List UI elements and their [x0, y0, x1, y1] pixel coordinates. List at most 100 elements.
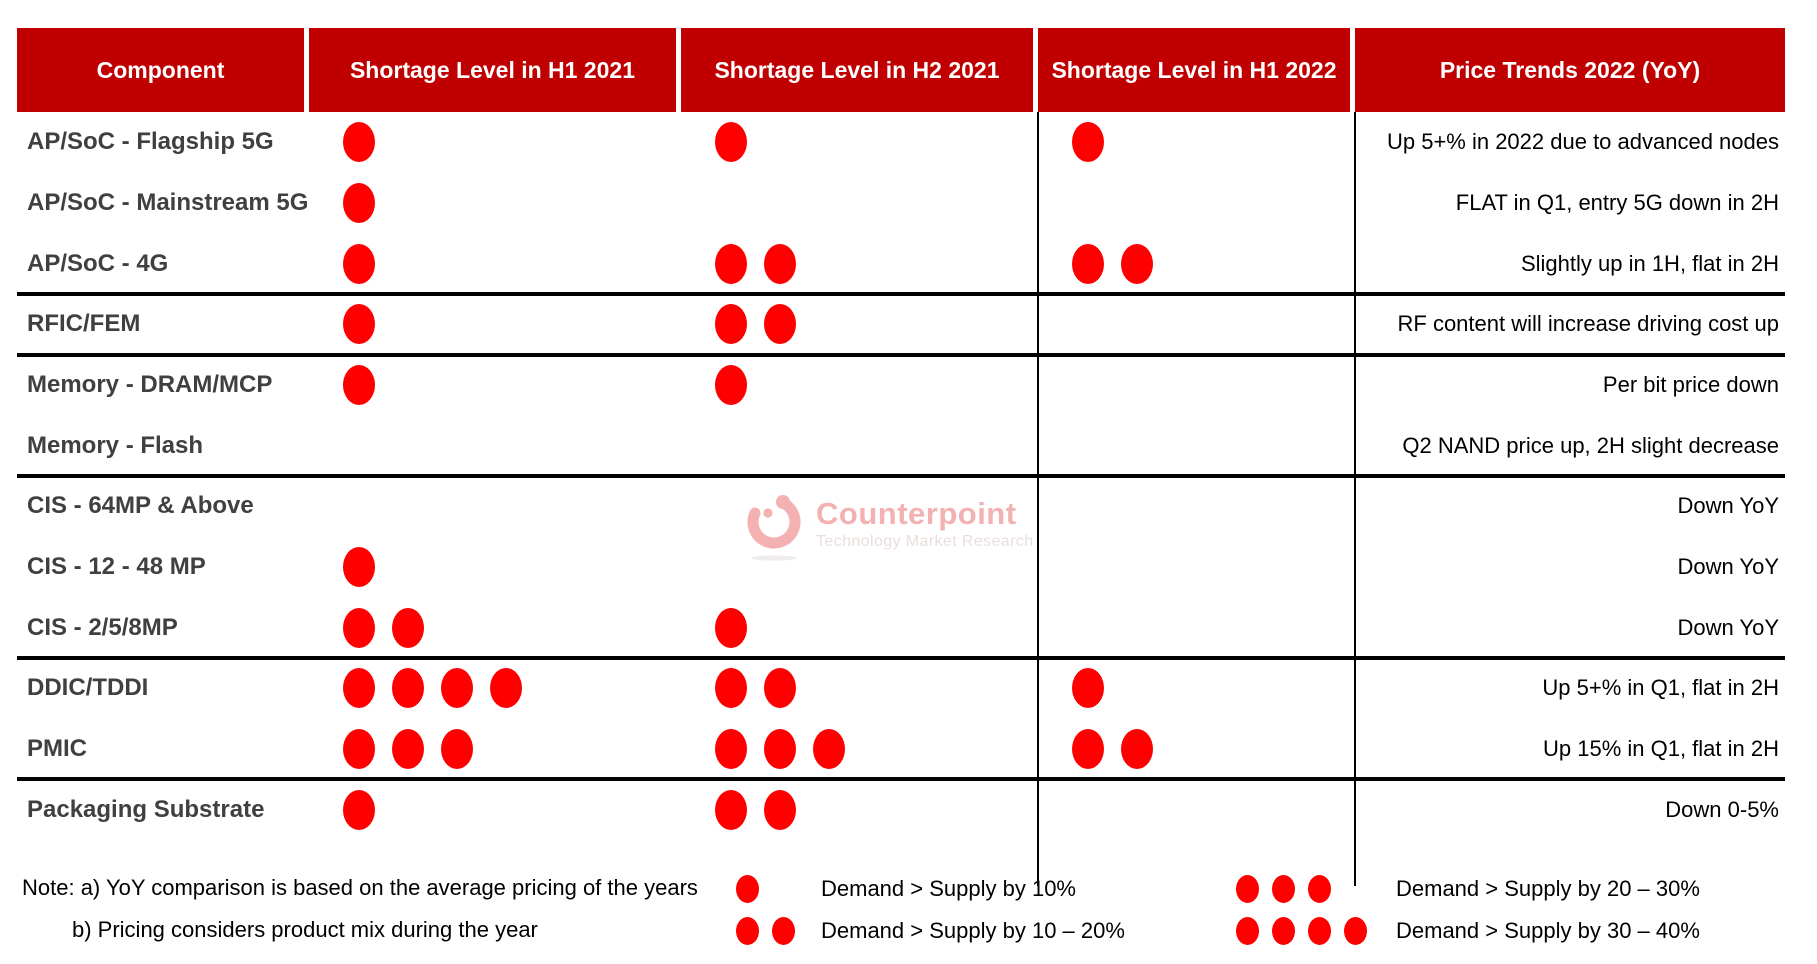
watermark-text: Counterpoint Technology Market Research	[816, 490, 1034, 551]
note-line-b: b) Pricing considers product mix during …	[72, 917, 538, 942]
shortage-dot-icon	[343, 304, 375, 345]
table-row: Memory - Flash Q2 NAND price up, 2H sligh…	[17, 415, 1785, 476]
shortage-dot-icon	[343, 182, 375, 223]
shortage-dots-h2-2021	[681, 597, 1038, 658]
column-header: Component	[17, 28, 309, 112]
shortage-dots-h2-2021	[681, 112, 1038, 173]
legend-dots	[736, 875, 759, 903]
shortage-dot-icon	[441, 668, 473, 709]
shortage-dot-icon	[1121, 243, 1153, 284]
shortage-dots-h1-2021	[309, 537, 681, 598]
price-trend-text: RF content will increase driving cost up	[1397, 311, 1780, 337]
shortage-dot-icon	[392, 668, 424, 709]
shortage-dot-icon	[715, 304, 747, 345]
shortage-dot-icon	[1344, 917, 1367, 945]
shortage-dots-h2-2021	[681, 233, 1038, 294]
column-header: Shortage Level in H2 2021	[681, 28, 1038, 112]
shortage-dots-h1-2022	[1038, 658, 1355, 719]
legend-dots	[1236, 875, 1331, 903]
table-row: Packaging Substrate Down 0-5%	[17, 779, 1785, 840]
watermark-brand: Counterpoint	[816, 496, 1017, 531]
shortage-dot-icon	[343, 364, 375, 405]
shortage-dots-h1-2021	[309, 173, 681, 234]
component-label: Memory - DRAM/MCP	[27, 370, 273, 398]
shortage-dot-icon	[1308, 875, 1331, 903]
shortage-dot-icon	[715, 122, 747, 163]
shortage-dot-icon	[343, 546, 375, 587]
price-trend-text: Up 5+% in Q1, flat in 2H	[1542, 675, 1779, 701]
watermark-subtitle: Technology Market Research	[816, 533, 1034, 550]
price-trend-text: Down YoY	[1677, 614, 1779, 640]
shortage-dots-h2-2021	[681, 779, 1038, 840]
price-trend-text: Slightly up in 1H, flat in 2H	[1520, 250, 1779, 276]
price-trend-text: Up 5+% in 2022 due to advanced nodes	[1386, 129, 1779, 155]
component-label: RFIC/FEM	[27, 310, 141, 338]
shortage-dot-icon	[715, 364, 747, 405]
component-label: CIS - 12 - 48 MP	[27, 552, 206, 580]
shortage-dot-icon	[736, 917, 759, 945]
component-label: AP/SoC - 4G	[27, 249, 169, 277]
component-label: PMIC	[27, 734, 87, 762]
shortage-dots-h1-2021	[309, 779, 681, 840]
shortage-dot-icon	[343, 607, 375, 648]
shortage-dot-icon	[1308, 917, 1331, 945]
shortage-dots-h1-2022	[1038, 294, 1355, 355]
shortage-dots-h1-2021	[309, 355, 681, 416]
shortage-dot-icon	[715, 607, 747, 648]
shortage-dot-icon	[715, 728, 747, 769]
legend-dots	[736, 917, 795, 945]
shortage-dots-h1-2022	[1038, 779, 1355, 840]
shortage-dot-icon	[392, 607, 424, 648]
shortage-dots-h1-2021	[309, 719, 681, 780]
shortage-table: Component Shortage Level in H1 2021 Shorta…	[17, 28, 1785, 886]
shortage-dots-h1-2022	[1038, 173, 1355, 234]
shortage-dots-h1-2021	[309, 476, 681, 537]
price-trend-text: Down YoY	[1677, 553, 1779, 579]
shortage-dot-icon	[1072, 668, 1104, 709]
price-trend-text: FLAT in Q1, entry 5G down in 2H	[1455, 189, 1779, 215]
group-separator-line	[17, 655, 1785, 660]
counterpoint-logo-icon	[747, 495, 801, 561]
shortage-dots-h1-2021	[309, 415, 681, 476]
shortage-dots-h1-2022	[1038, 597, 1355, 658]
component-label: CIS - 2/5/8MP	[27, 613, 178, 641]
shortage-dot-icon	[715, 668, 747, 709]
column-divider-line	[1354, 112, 1356, 886]
legend-label: Demand > Supply by 30 – 40%	[1396, 918, 1700, 943]
shortage-dots-h1-2022	[1038, 537, 1355, 598]
table-row: AP/SoC - Mainstream 5G FLAT in Q1, entry …	[17, 173, 1785, 234]
legend-label: Demand > Supply by 10%	[821, 876, 1076, 901]
shortage-dots-h1-2022	[1038, 112, 1355, 173]
table-row: CIS - 12 - 48 MP Down YoY	[17, 537, 1785, 598]
table-header-row: Component Shortage Level in H1 2021 Shorta…	[17, 28, 1785, 112]
shortage-dots-h1-2022	[1038, 476, 1355, 537]
table-row: CIS - 64MP & Above Down YoY	[17, 476, 1785, 537]
shortage-dot-icon	[1072, 122, 1104, 163]
component-label: Packaging Substrate	[27, 795, 265, 823]
group-separator-line	[17, 291, 1785, 296]
shortage-dot-icon	[1072, 243, 1104, 284]
component-label: AP/SoC - Flagship 5G	[27, 128, 274, 156]
component-label: Memory - Flash	[27, 431, 204, 459]
column-header: Shortage Level in H1 2021	[309, 28, 681, 112]
table-row: RFIC/FEM RF content will increase driving…	[17, 294, 1785, 355]
shortage-dots-h2-2021	[681, 415, 1038, 476]
shortage-dot-icon	[764, 728, 796, 769]
table-row: CIS - 2/5/8MP Down YoY	[17, 597, 1785, 658]
shortage-dot-icon	[764, 789, 796, 830]
shortage-dot-icon	[343, 122, 375, 163]
shortage-dot-icon	[736, 875, 759, 903]
column-header: Shortage Level in H1 2022	[1038, 28, 1355, 112]
shortage-dot-icon	[715, 789, 747, 830]
table-row: AP/SoC - Flagship 5G Up 5+% in 2022 due t…	[17, 112, 1785, 173]
shortage-dots-h1-2021	[309, 112, 681, 173]
shortage-dot-icon	[1272, 875, 1295, 903]
column-divider-line	[1037, 112, 1039, 886]
shortage-dots-h1-2021	[309, 233, 681, 294]
shortage-dots-h1-2021	[309, 597, 681, 658]
shortage-dots-h1-2022	[1038, 233, 1355, 294]
price-trend-text: Per bit price down	[1602, 371, 1779, 397]
shortage-dots-h2-2021	[681, 658, 1038, 719]
shortage-dot-icon	[1121, 728, 1153, 769]
